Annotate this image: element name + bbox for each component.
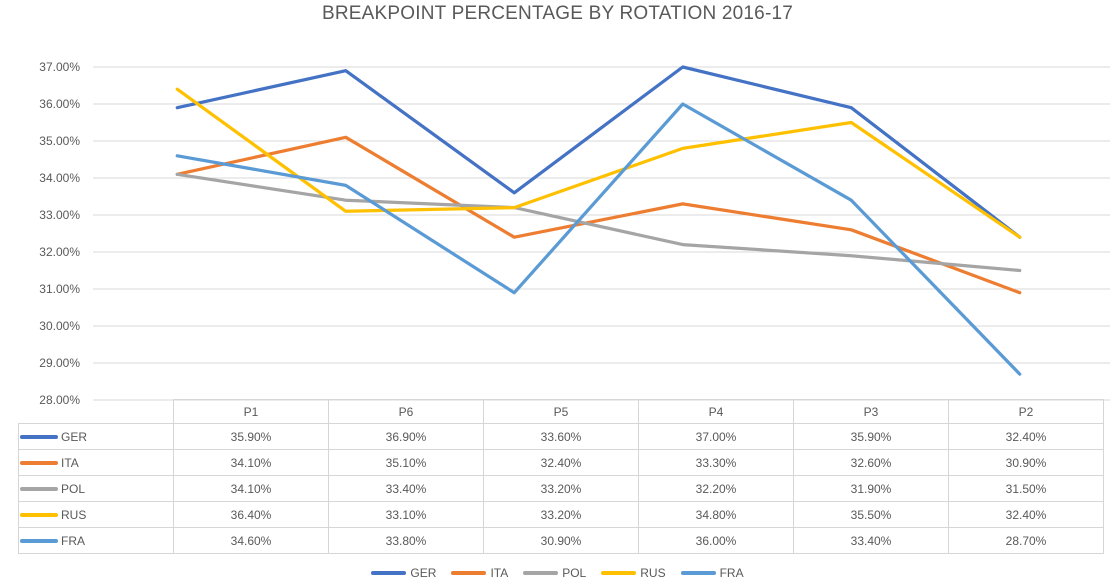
table-cell: 32.40% (948, 423, 1104, 450)
series-line-pol (175, 172, 1022, 273)
table-cell: 33.40% (328, 475, 484, 502)
table-row-header-rus: RUS (18, 501, 174, 528)
legend-item-ita: ITA (451, 566, 508, 580)
table-cell: 30.90% (948, 449, 1104, 476)
legend-key-icon (20, 434, 58, 439)
chart-title: BREAKPOINT PERCENTAGE BY ROTATION 2016-1… (321, 3, 794, 24)
series-name-label: POL (61, 481, 86, 496)
table-header-p2: P2 (948, 399, 1104, 424)
series-name-label: FRA (61, 533, 85, 548)
table-header-p1: P1 (173, 399, 329, 424)
table-header-p4: P4 (638, 399, 794, 424)
series-line-ger (175, 65, 1022, 239)
table-cell: 31.50% (948, 475, 1104, 502)
legend-line-icon (371, 571, 407, 575)
table-cell: 32.40% (948, 501, 1104, 528)
table-cell: 33.40% (793, 527, 949, 554)
plot-area (93, 65, 1110, 401)
table-row-fra: FRA 34.60% 33.80% 30.90% 36.00% 33.40% 28.70% (18, 527, 1104, 554)
table-row-rus: RUS 36.40% 33.10% 33.20% 34.80% 35.50% 32.40% (18, 501, 1104, 528)
table-cell: 35.90% (793, 423, 949, 450)
table-row-header-pol: POL (18, 475, 174, 502)
table-header-p3: P3 (793, 399, 949, 424)
legend-label: RUS (640, 566, 666, 580)
chart-legend: GER ITA POL RUS FRA (0, 566, 1115, 580)
table-row-ger: GER 35.90% 36.90% 33.60% 37.00% 35.90% 32.40% (18, 423, 1104, 450)
table-cell: 34.80% (638, 501, 794, 528)
legend-label: FRA (719, 566, 744, 580)
legend-line-icon (680, 571, 716, 575)
table-cell: 34.10% (173, 475, 329, 502)
table-cell: 33.20% (483, 475, 639, 502)
data-table: P1 P6 P5 P4 P3 P2 GER 35.90% 36.90% 33.60% 37.00% 3… (18, 399, 1104, 554)
table-row-pol: POL 34.10% 33.40% 33.20% 32.20% 31.90% 31.50% (18, 475, 1104, 502)
table-row-ita: ITA 34.10% 35.10% 32.40% 33.30% 32.60% 30.90% (18, 449, 1104, 476)
table-header-row: P1 P6 P5 P4 P3 P2 (19, 399, 1104, 424)
legend-item-pol: POL (523, 566, 586, 580)
table-cell: 33.20% (483, 501, 639, 528)
legend-item-rus: RUS (601, 566, 666, 580)
table-cell: 33.60% (483, 423, 639, 450)
table-row-header-fra: FRA (18, 527, 174, 554)
series-line-rus (175, 87, 1022, 239)
table-cell: 37.00% (638, 423, 794, 450)
table-cell: 34.10% (173, 449, 329, 476)
table-cell: 34.60% (173, 527, 329, 554)
table-cell: 33.80% (328, 527, 484, 554)
table-cell: 32.60% (793, 449, 949, 476)
series-name-label: GER (61, 429, 88, 444)
table-cell: 35.10% (328, 449, 484, 476)
table-cell: 30.90% (483, 527, 639, 554)
legend-key-icon (20, 460, 58, 465)
legend-label: POL (562, 566, 587, 580)
table-cell: 32.20% (638, 475, 794, 502)
table-cell: 35.90% (173, 423, 329, 450)
legend-key-icon (20, 512, 58, 517)
legend-key-icon (20, 538, 58, 543)
legend-item-fra: FRA (680, 566, 744, 580)
series-line-fra (175, 102, 1022, 376)
table-row-header-ger: GER (18, 423, 174, 450)
table-cell: 31.90% (793, 475, 949, 502)
legend-label: ITA (490, 566, 509, 580)
series-line-ita (175, 135, 1022, 295)
legend-line-icon (451, 571, 487, 575)
table-header-p6: P6 (328, 399, 484, 424)
table-cell: 36.00% (638, 527, 794, 554)
series-name-label: RUS (61, 507, 87, 522)
legend-line-icon (523, 571, 559, 575)
table-header-p5: P5 (483, 399, 639, 424)
legend-line-icon (601, 571, 637, 575)
legend-key-icon (20, 486, 58, 491)
table-row-header-ita: ITA (18, 449, 174, 476)
table-cell: 32.40% (483, 449, 639, 476)
series-name-label: ITA (61, 455, 79, 470)
table-corner-cell (19, 400, 174, 424)
legend-item-ger: GER (371, 566, 436, 580)
table-cell: 33.10% (328, 501, 484, 528)
table-cell: 28.70% (948, 527, 1104, 554)
legend-label: GER (410, 566, 437, 580)
table-cell: 36.40% (173, 501, 329, 528)
table-cell: 35.50% (793, 501, 949, 528)
table-cell: 36.90% (328, 423, 484, 450)
table-cell: 33.30% (638, 449, 794, 476)
